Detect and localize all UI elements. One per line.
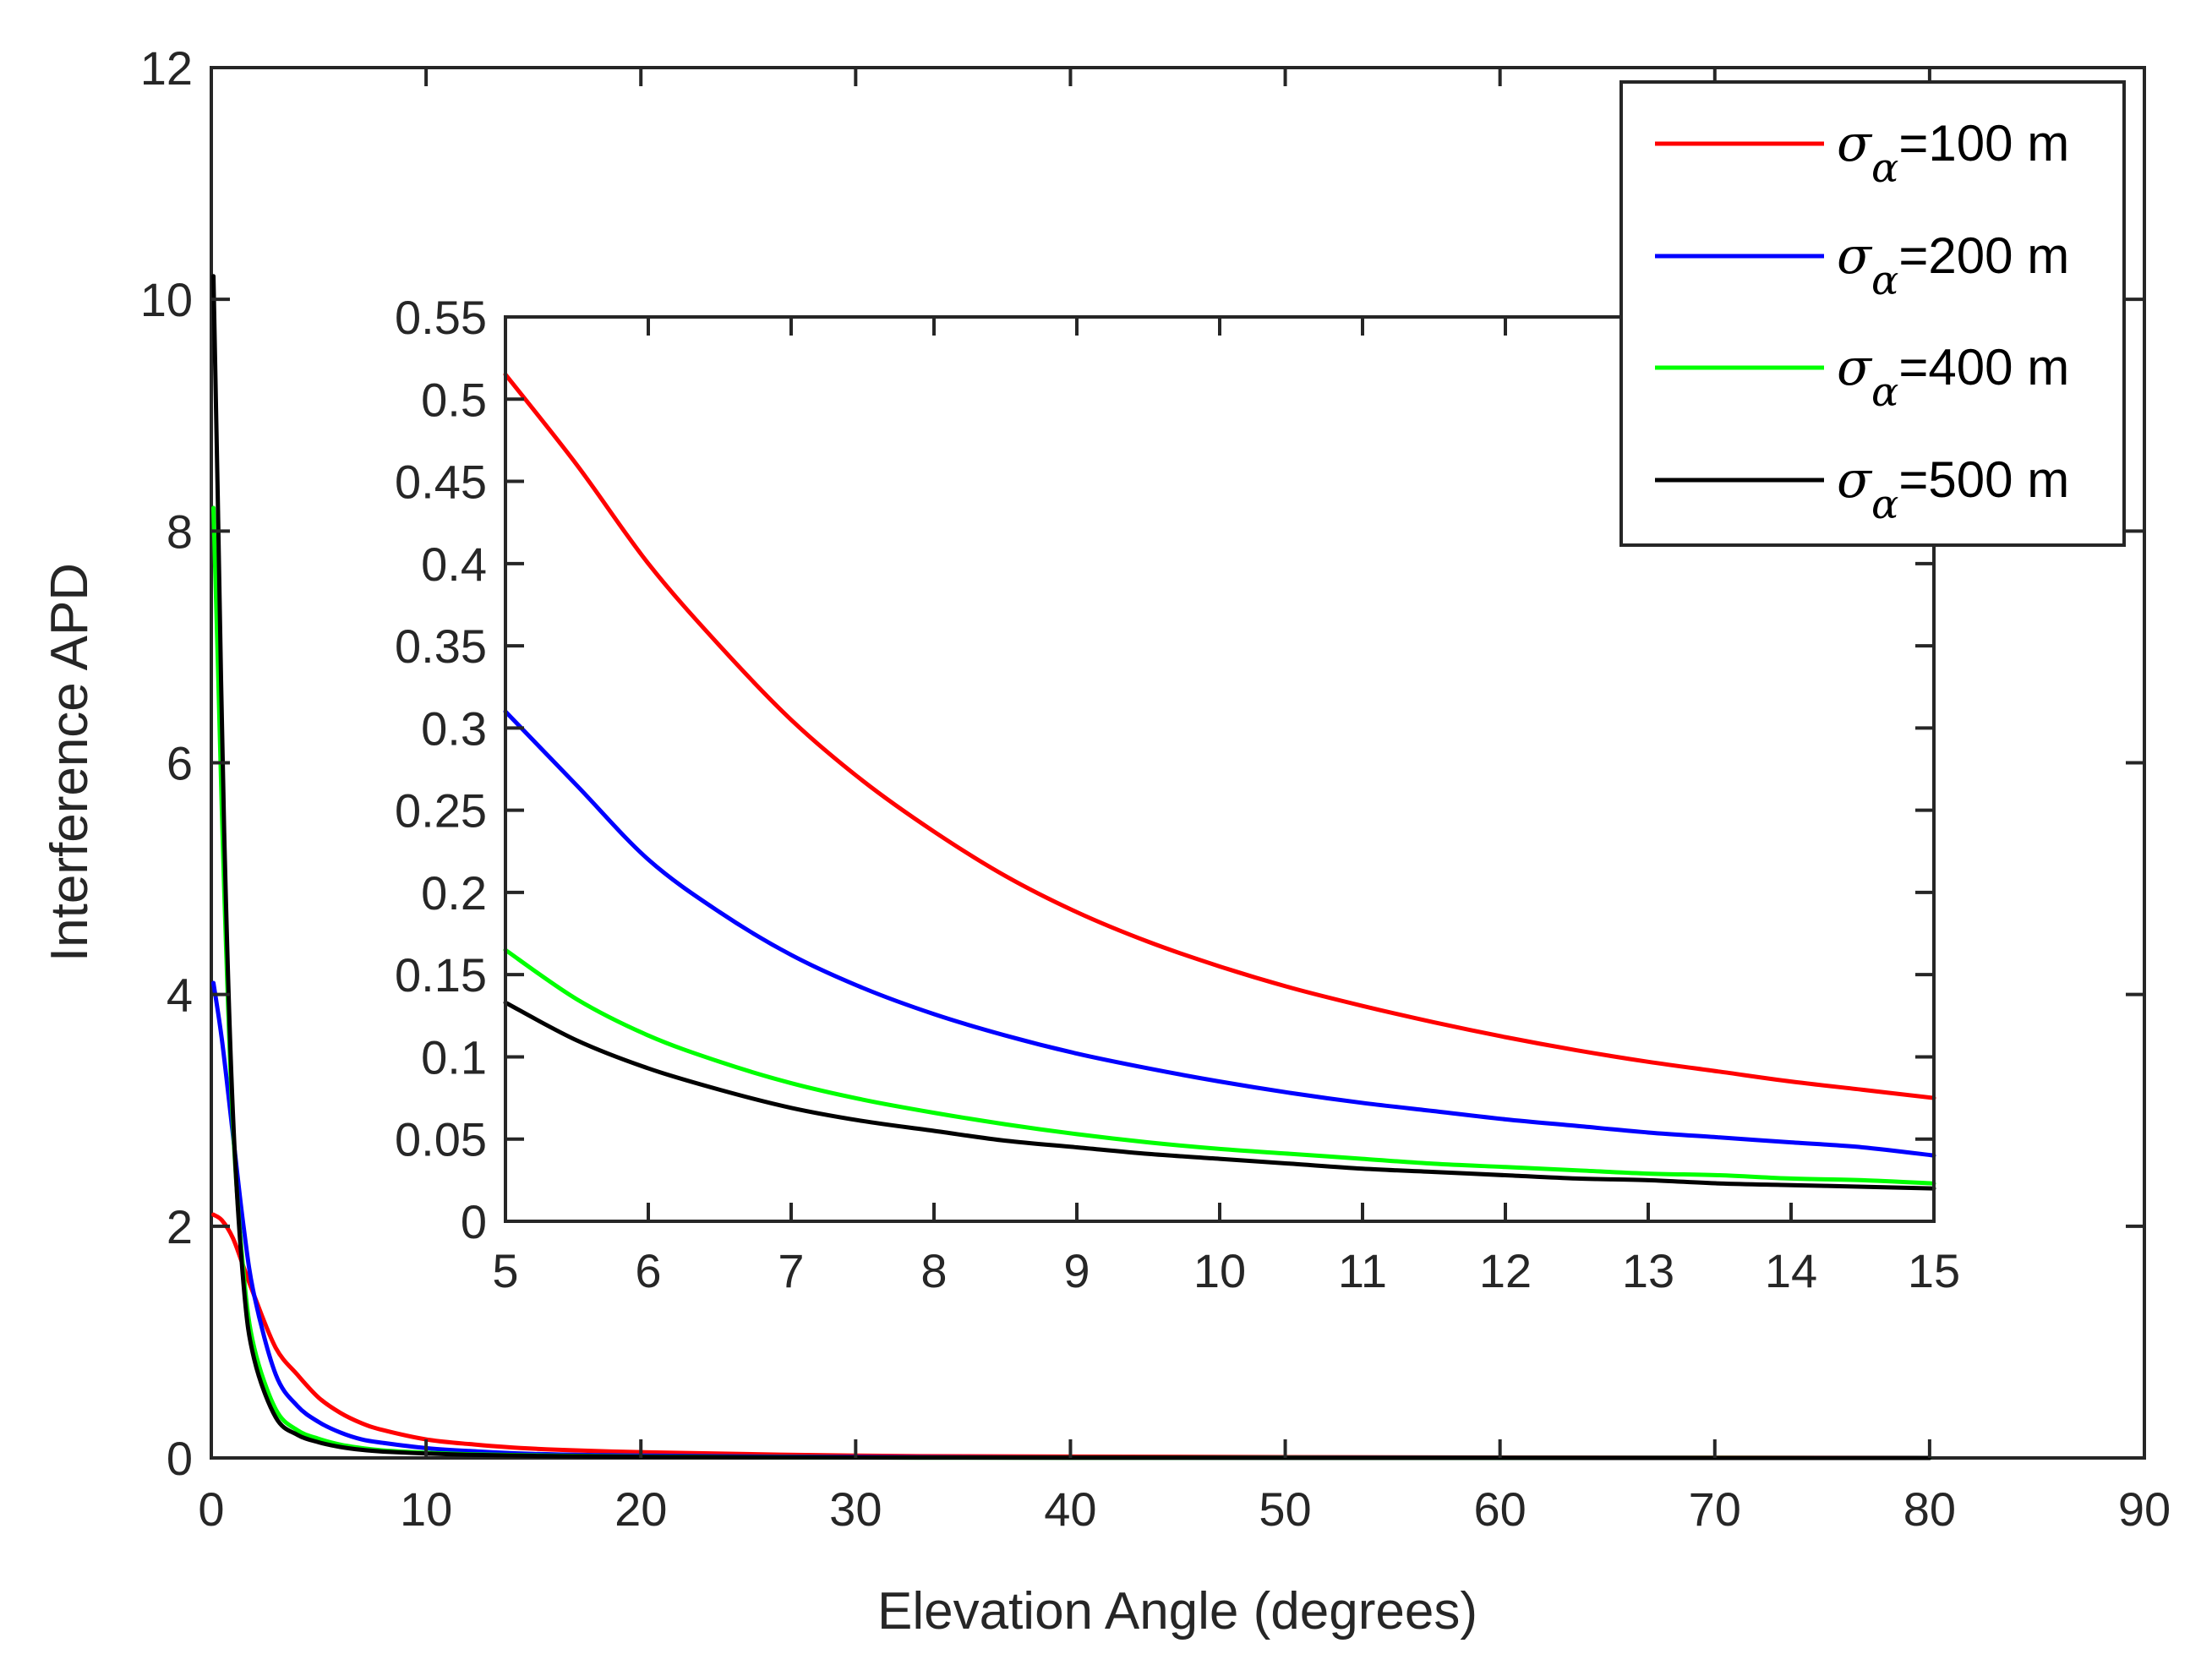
legend-label-2: σα=200 m	[1837, 227, 2069, 304]
inset-y-tick-label: 0.25	[395, 784, 487, 838]
main-y-tick-label: 0	[167, 1432, 193, 1485]
main-x-tick-label: 90	[2118, 1482, 2171, 1536]
inset-x-tick-label: 5	[492, 1244, 518, 1297]
main-y-tick-label: 10	[140, 273, 193, 326]
legend-items: σα=100 m σα=200 m σα=400 m σα=500 m	[1655, 114, 2069, 528]
inset-y-tick-label: 0.45	[395, 456, 487, 509]
inset-x-tick-label: 14	[1765, 1244, 1817, 1297]
inset-series-line-400m	[503, 947, 1936, 1186]
legend-box	[1619, 80, 2126, 547]
main-y-tick-label: 4	[167, 969, 193, 1022]
inset-x-tick-label: 7	[778, 1244, 804, 1297]
main-y-tick-label: 2	[167, 1200, 193, 1253]
inset-y-tick-label: 0.2	[421, 866, 487, 920]
main-y-tick-label: 12	[140, 41, 193, 95]
main-x-tick-label: 10	[400, 1482, 452, 1536]
main-x-tick-label: 0	[198, 1482, 224, 1536]
main-x-tick-label: 80	[1903, 1482, 1956, 1536]
legend-label-3: σα=400 m	[1837, 338, 2069, 416]
inset-y-tick-label: 0.3	[421, 702, 487, 755]
inset-y-tick-label: 0.5	[421, 373, 487, 426]
main-x-tick-label: 20	[614, 1482, 667, 1536]
inset-series-line-100m	[503, 372, 1936, 1100]
inset-series-line-500m	[503, 1000, 1936, 1191]
inset-x-tick-label: 15	[1908, 1244, 1960, 1297]
x-axis-title: Elevation Angle (degrees)	[877, 1582, 1477, 1641]
legend-label-4: σα=500 m	[1837, 450, 2069, 528]
inset-y-tick-label: 0.05	[395, 1113, 487, 1166]
inset-y-tick-label: 0.55	[395, 291, 487, 344]
main-series-line-500m	[211, 274, 1932, 1460]
legend: σα=100 m σα=200 m σα=400 m σα=500 m	[1619, 80, 2126, 547]
inset-x-tick-label: 9	[1063, 1244, 1090, 1297]
inset-y-tick-label: 0.15	[395, 948, 487, 1002]
inset-y-tick-label: 0.35	[395, 620, 487, 673]
inset-y-tick-label: 0	[461, 1195, 487, 1248]
inset-y-tick-label: 0.4	[421, 538, 487, 591]
inset-x-tick-label: 8	[920, 1244, 947, 1297]
main-y-tick-label: 6	[167, 737, 193, 790]
main-x-tick-label: 30	[829, 1482, 882, 1536]
main-y-tick-label: 8	[167, 505, 193, 558]
inset-x-tick-label: 6	[635, 1244, 661, 1297]
inset-x-tick-label: 13	[1622, 1244, 1674, 1297]
inset-y-tick-label: 0.1	[421, 1030, 487, 1084]
legend-label-1: σα=100 m	[1837, 114, 2069, 192]
main-x-tick-label: 40	[1044, 1482, 1096, 1536]
main-x-tick-label: 50	[1259, 1482, 1311, 1536]
inset-x-tick-label: 12	[1479, 1244, 1532, 1297]
inset-series-line-200m	[503, 709, 1936, 1158]
main-x-tick-label: 60	[1474, 1482, 1527, 1536]
inset-x-tick-label: 11	[1338, 1244, 1387, 1297]
inset-ticks-group: 5 6 7 8 9 10 11 12 13 14 15 0 0.05 0.1 0.15 0.2 0.25 0.3 0…	[395, 291, 1960, 1297]
inset-x-tick-label: 10	[1193, 1244, 1246, 1297]
inset-series-group	[503, 372, 1936, 1191]
main-x-tick-label: 70	[1689, 1482, 1741, 1536]
y-axis-title: Interference APD	[41, 563, 99, 962]
